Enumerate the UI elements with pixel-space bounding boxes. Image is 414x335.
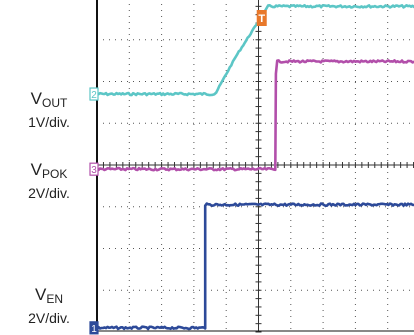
channel-marker-label: 2 (91, 90, 97, 101)
trace-pok (96, 59, 414, 172)
channel-marker-1: 1 (89, 321, 99, 335)
channel-marker-3: 3 (89, 162, 99, 176)
channel-label-ven: VEN 2V/div. (6, 285, 92, 327)
ven-name: VEN (34, 285, 63, 306)
trigger-marker-label: T (258, 13, 265, 25)
channel-marker-box (89, 321, 99, 335)
channel-label-vpok: VPOK 2V/div. (6, 160, 92, 202)
vpok-name: VPOK (30, 160, 68, 181)
channel-marker-box (89, 87, 99, 101)
channel-label-vout: VOUT 1V/div. (6, 89, 92, 131)
trace-layer (96, 4, 414, 331)
trigger-marker (256, 10, 267, 26)
marker-layer: 2 3 1 T (89, 10, 267, 335)
vout-scale: 1V/div. (28, 114, 70, 130)
channel-marker-box (89, 162, 99, 176)
vpok-scale: 2V/div. (28, 185, 70, 201)
channel-marker-label: 3 (91, 165, 97, 176)
ven-scale: 2V/div. (28, 310, 70, 326)
channel-marker-label: 1 (91, 324, 97, 335)
graticule (96, 0, 414, 333)
channel-marker-2: 2 (89, 87, 99, 101)
vout-name: VOUT (30, 89, 68, 110)
trace-en (96, 202, 414, 331)
